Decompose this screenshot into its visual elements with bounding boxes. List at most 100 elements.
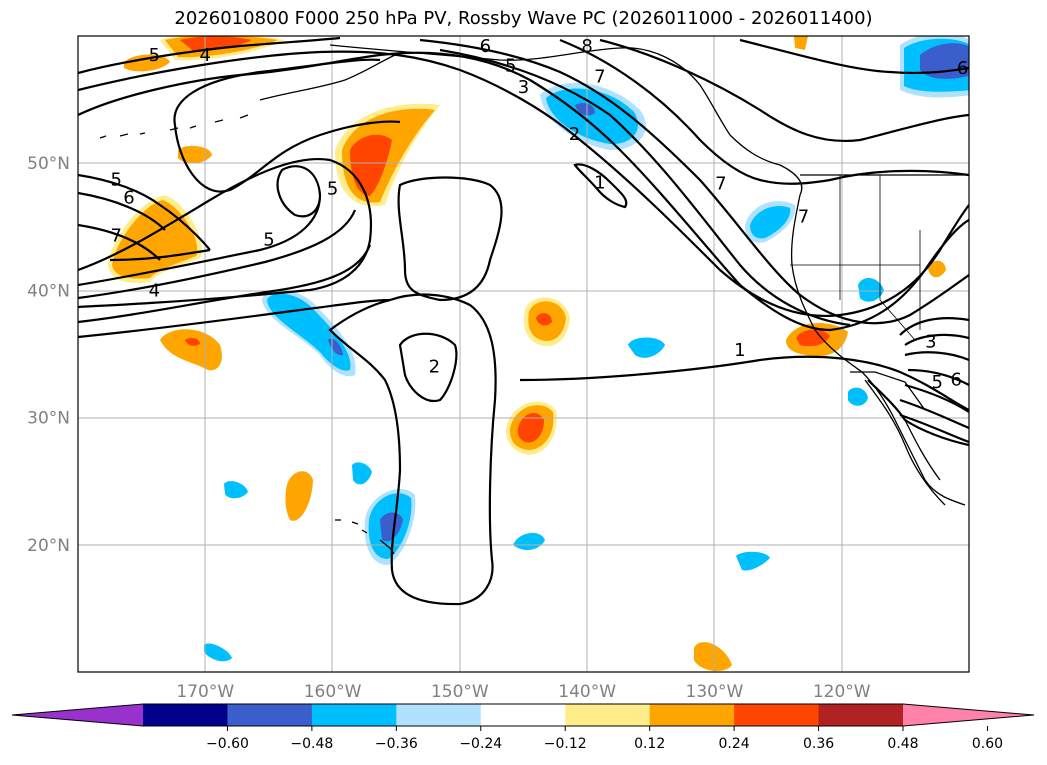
pv-contour — [328, 293, 497, 606]
anomaly-patch-positive — [794, 36, 808, 50]
colorbar-segment — [565, 704, 651, 726]
anomaly-patch-positive — [185, 337, 200, 346]
anomaly-patch-negative — [546, 88, 638, 145]
contour-label: 5 — [110, 170, 121, 191]
pv-contour — [78, 158, 372, 309]
colorbar-segment — [480, 704, 566, 726]
colorbar-tick-label: 0.60 — [972, 736, 1003, 752]
colorbar-segment — [734, 704, 820, 726]
border-states — [790, 175, 921, 341]
lon-label-170: 170°W — [176, 682, 234, 702]
anomaly-patch-negative — [513, 532, 545, 551]
lat-label-20: 20°N — [27, 536, 70, 556]
contour-label: 7 — [798, 207, 809, 228]
colorbar-extend-low — [12, 704, 143, 726]
colorbar-tick-label: −0.48 — [290, 736, 333, 752]
contour-label: 8 — [581, 36, 592, 57]
anomaly-patch-positive — [796, 329, 830, 347]
contour-label: 7 — [110, 226, 121, 247]
pv-contour — [78, 50, 969, 317]
pv-contour — [78, 165, 322, 287]
pv-contour — [78, 36, 341, 75]
anomaly-patch-positive — [124, 54, 170, 72]
contour-label: 6 — [480, 36, 491, 57]
pv-contour — [739, 38, 969, 75]
pv-contour — [519, 355, 969, 411]
pv-contour — [559, 38, 969, 185]
colorbar-segment — [143, 704, 228, 726]
hawaii-islands — [335, 519, 395, 555]
colorbar-segment — [649, 704, 735, 726]
contour-label: 3 — [518, 77, 529, 98]
pv-contour — [173, 58, 381, 126]
anomaly-patch-negative — [628, 337, 665, 358]
pv-contour — [899, 398, 969, 430]
contour-label: 1 — [734, 340, 745, 361]
colorbar-tick-label: −0.36 — [375, 736, 418, 752]
pv-contour — [904, 351, 969, 362]
pv-contour — [398, 332, 458, 403]
anomaly-patch-positive — [694, 642, 732, 672]
contour-label: 4 — [200, 45, 211, 66]
anomaly-patch-negative — [736, 551, 770, 571]
lat-label-40: 40°N — [27, 281, 70, 301]
positive-anomaly-patches — [108, 36, 946, 672]
anomaly-patch-negative — [352, 462, 372, 485]
colorbar-tick-label: 0.24 — [719, 736, 750, 752]
pv-contours — [78, 36, 969, 606]
latitude-labels: 20°N 30°N 40°N 50°N — [27, 154, 70, 556]
contour-label: 6 — [957, 58, 968, 79]
chart-title: 2026010800 F000 250 hPa PV, Rossby Wave … — [174, 8, 873, 29]
contour-label: 5 — [263, 230, 274, 251]
pv-contour — [573, 163, 628, 209]
negative-anomaly-patches — [204, 36, 969, 662]
colorbar-tick-label: −0.24 — [459, 736, 502, 752]
anomaly-patch-negative — [267, 293, 351, 371]
pv-contour — [78, 191, 166, 231]
anomaly-patch-positive — [160, 329, 222, 371]
colorbar-tick-label: −0.12 — [544, 736, 587, 752]
coastline-alaska-south — [329, 44, 803, 196]
colorbar-segment — [818, 704, 904, 726]
pv-contour — [397, 176, 503, 302]
pv-contour — [78, 298, 391, 339]
contour-label: 5 — [505, 55, 516, 76]
gridlines — [78, 36, 969, 672]
anomaly-patch-negative — [750, 205, 791, 239]
pv-contour — [78, 209, 357, 300]
contour-label: 7 — [594, 67, 605, 88]
contour-label: 5 — [327, 179, 338, 200]
pv-contour — [439, 48, 851, 327]
lon-label-160: 160°W — [304, 682, 362, 702]
pv-contour — [907, 368, 969, 386]
coastline-mexico — [904, 419, 941, 481]
border-us-mexico — [850, 371, 926, 411]
lat-label-50: 50°N — [27, 154, 70, 174]
contour-label: 5 — [931, 372, 942, 393]
pv-contour — [173, 120, 401, 193]
coastline-baja — [864, 379, 946, 506]
anomaly-patch-negative — [848, 387, 868, 406]
pv-contour — [419, 38, 969, 325]
aleutian-islands — [99, 114, 249, 139]
colorbar: −0.60 −0.48 −0.36 −0.24 −0.12 0.12 0.24 0.36 0.4… — [11, 703, 1035, 752]
pv-contour — [78, 173, 211, 262]
lat-label-30: 30°N — [27, 409, 70, 429]
anomaly-patch-positive — [178, 145, 212, 164]
contour-label: 6 — [123, 188, 134, 209]
anomaly-patch-negative — [224, 481, 248, 499]
contour-label: 5 — [149, 45, 160, 66]
map-frame — [77, 35, 970, 673]
lon-label-130: 130°W — [686, 682, 744, 702]
contour-label: 2 — [569, 124, 580, 145]
pv-contour — [904, 383, 969, 413]
colorbar-tick-label: −0.60 — [206, 736, 249, 752]
pv-contour — [904, 333, 969, 346]
colorbar-tick-label: 0.36 — [803, 736, 834, 752]
lon-label-120: 120°W — [813, 682, 871, 702]
coastline-alaska-peninsula — [259, 54, 396, 101]
coastlines — [99, 44, 969, 555]
lon-label-150: 150°W — [431, 682, 489, 702]
